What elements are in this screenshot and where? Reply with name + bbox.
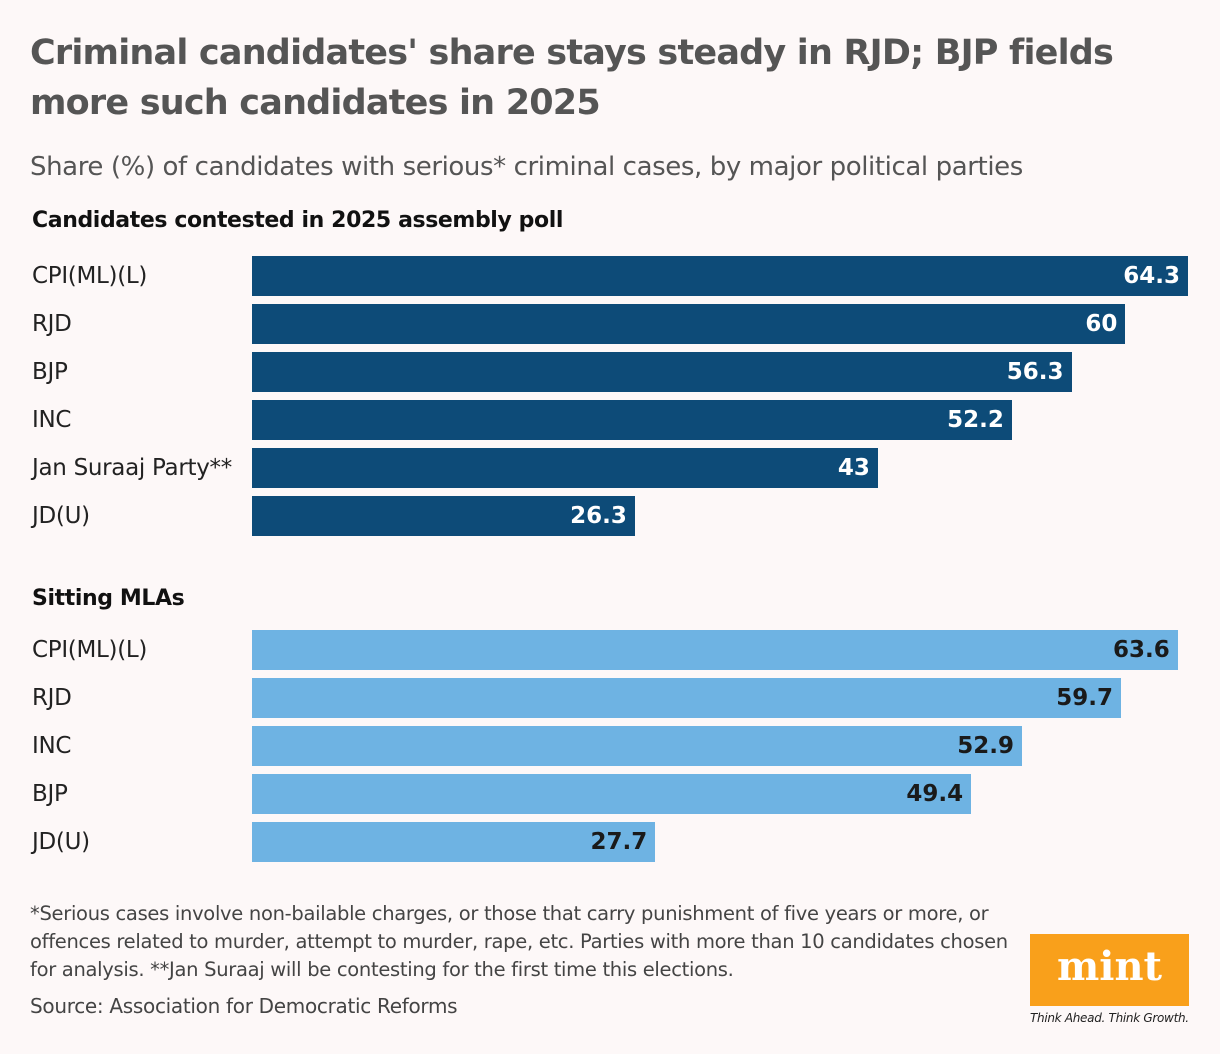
- bar: [252, 774, 972, 814]
- category-label: INC: [32, 733, 72, 759]
- category-label: RJD: [32, 311, 72, 337]
- bar: [252, 400, 1012, 440]
- source: Source: Association for Democratic Refor…: [30, 994, 458, 1018]
- bar: [252, 304, 1126, 344]
- value-label: 56.3: [1006, 359, 1064, 385]
- category-label: JD(U): [32, 829, 90, 855]
- value-label: 43: [837, 455, 870, 481]
- logo-tagline: Think Ahead. Think Growth.: [1030, 1011, 1189, 1025]
- category-label: CPI(ML)(L): [32, 637, 148, 663]
- category-label: BJP: [32, 359, 68, 385]
- bar: [252, 448, 878, 488]
- chart-title: Criminal candidates' share stays steady …: [30, 33, 1114, 123]
- footnote: *Serious cases involve non-bailable char…: [30, 902, 1008, 981]
- category-label: RJD: [32, 685, 72, 711]
- value-label: 52.9: [957, 733, 1015, 759]
- value-label: 27.7: [590, 829, 648, 855]
- section-title: Sitting MLAs: [32, 586, 185, 611]
- bar: [252, 678, 1122, 718]
- category-label: BJP: [32, 781, 68, 807]
- section-title: Candidates contested in 2025 assembly po…: [32, 208, 563, 233]
- bar: [252, 496, 635, 536]
- category-label: INC: [32, 407, 72, 433]
- value-label: 63.6: [1113, 637, 1170, 663]
- bar: [252, 822, 656, 862]
- category-label: CPI(ML)(L): [32, 263, 148, 289]
- category-label: JD(U): [32, 503, 90, 529]
- chart-subtitle: Share (%) of candidates with serious* cr…: [30, 152, 1023, 182]
- value-label: 60: [1085, 311, 1118, 337]
- value-label: 52.2: [947, 407, 1004, 433]
- value-label: 26.3: [570, 503, 627, 529]
- mint-logo: mint: [1030, 934, 1189, 1006]
- value-label: 59.7: [1056, 685, 1114, 711]
- category-label: Jan Suraaj Party**: [32, 455, 232, 481]
- bar: [252, 726, 1023, 766]
- value-label: 49.4: [906, 781, 964, 807]
- bar: [252, 630, 1178, 670]
- bar: [252, 352, 1072, 392]
- bar: [252, 256, 1188, 296]
- value-label: 64.3: [1123, 263, 1180, 289]
